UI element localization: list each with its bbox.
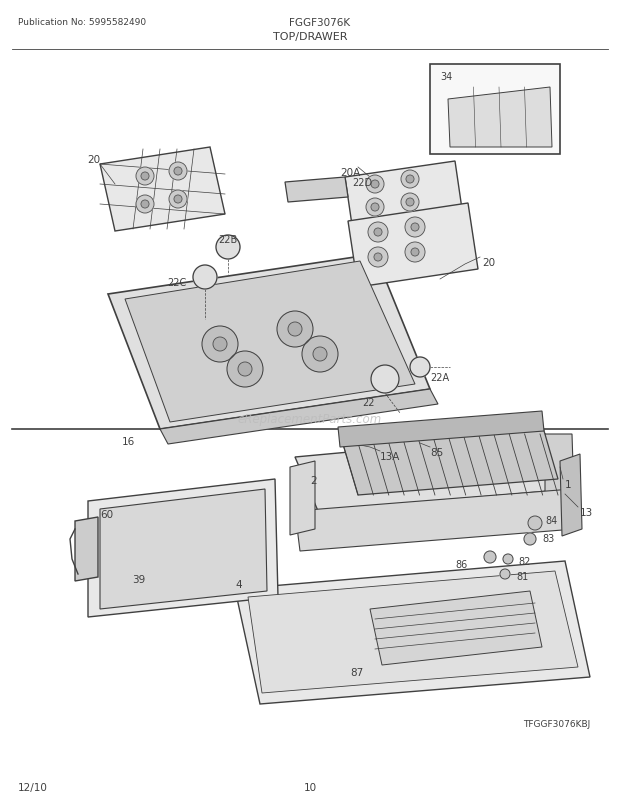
Polygon shape <box>448 88 552 148</box>
Circle shape <box>528 516 542 530</box>
Text: 22C: 22C <box>167 277 186 288</box>
Text: FGGF3076K: FGGF3076K <box>290 18 350 28</box>
Circle shape <box>174 196 182 204</box>
Polygon shape <box>560 455 582 537</box>
Circle shape <box>288 322 302 337</box>
Circle shape <box>227 351 263 387</box>
Polygon shape <box>160 390 438 444</box>
Polygon shape <box>340 418 558 496</box>
Circle shape <box>174 168 182 176</box>
Circle shape <box>277 312 313 347</box>
Circle shape <box>169 191 187 209</box>
Polygon shape <box>370 591 542 665</box>
Circle shape <box>371 204 379 212</box>
Circle shape <box>368 248 388 268</box>
Circle shape <box>401 171 419 188</box>
Text: 22D: 22D <box>352 178 372 188</box>
Circle shape <box>141 172 149 180</box>
Circle shape <box>302 337 338 373</box>
Circle shape <box>193 265 217 290</box>
Text: 13: 13 <box>580 508 593 517</box>
Circle shape <box>202 326 238 363</box>
Text: 22B: 22B <box>218 235 237 245</box>
Text: eReplacementParts.com: eReplacementParts.com <box>238 413 382 426</box>
Text: 86: 86 <box>455 559 467 569</box>
Text: 81: 81 <box>516 571 528 581</box>
Text: 82: 82 <box>518 557 530 566</box>
Circle shape <box>406 199 414 207</box>
Circle shape <box>374 229 382 237</box>
Circle shape <box>406 176 414 184</box>
Text: 34: 34 <box>440 72 452 82</box>
Text: 85: 85 <box>430 448 443 457</box>
Circle shape <box>401 194 419 212</box>
Text: 2: 2 <box>310 476 317 485</box>
Circle shape <box>503 554 513 565</box>
Circle shape <box>238 363 252 376</box>
Text: 39: 39 <box>132 574 145 585</box>
Polygon shape <box>345 162 462 225</box>
Circle shape <box>136 196 154 214</box>
Text: 1: 1 <box>565 480 572 489</box>
Circle shape <box>411 224 419 232</box>
Circle shape <box>371 366 399 394</box>
Polygon shape <box>108 255 430 429</box>
Polygon shape <box>430 65 560 155</box>
Polygon shape <box>295 435 572 512</box>
Polygon shape <box>285 178 348 203</box>
Text: Publication No: 5995582490: Publication No: 5995582490 <box>18 18 146 27</box>
Text: 22A: 22A <box>430 373 449 383</box>
Polygon shape <box>75 517 98 581</box>
Text: TFGGF3076KBJ: TFGGF3076KBJ <box>523 719 590 728</box>
Circle shape <box>216 236 240 260</box>
Polygon shape <box>100 489 267 610</box>
Text: 22: 22 <box>362 398 374 407</box>
Polygon shape <box>248 571 578 693</box>
Polygon shape <box>125 261 415 423</box>
Circle shape <box>484 551 496 563</box>
Circle shape <box>411 249 419 257</box>
Text: 83: 83 <box>542 533 554 543</box>
Text: 84: 84 <box>545 516 557 525</box>
Circle shape <box>313 347 327 362</box>
Text: 12/10: 12/10 <box>18 782 48 792</box>
Text: TOP/DRAWER: TOP/DRAWER <box>273 32 347 42</box>
Circle shape <box>136 168 154 186</box>
Text: 87: 87 <box>350 667 363 677</box>
Text: 20: 20 <box>482 257 495 268</box>
Polygon shape <box>348 204 478 288</box>
Circle shape <box>524 533 536 545</box>
Text: 16: 16 <box>122 436 135 447</box>
Polygon shape <box>295 489 575 551</box>
Circle shape <box>410 358 430 378</box>
Circle shape <box>213 338 227 351</box>
Text: 20A: 20A <box>340 168 360 178</box>
Polygon shape <box>235 561 590 704</box>
Polygon shape <box>338 411 544 448</box>
Circle shape <box>368 223 388 243</box>
Circle shape <box>405 217 425 237</box>
Circle shape <box>366 176 384 194</box>
Polygon shape <box>290 461 315 535</box>
Circle shape <box>141 200 149 209</box>
Circle shape <box>169 163 187 180</box>
Circle shape <box>405 243 425 263</box>
Text: 20: 20 <box>87 155 100 164</box>
Circle shape <box>366 199 384 217</box>
Text: 13A: 13A <box>380 452 401 461</box>
Circle shape <box>500 569 510 579</box>
Text: 60: 60 <box>100 509 113 520</box>
Text: 10: 10 <box>303 782 317 792</box>
Text: 4: 4 <box>235 579 242 589</box>
Polygon shape <box>545 435 575 529</box>
Polygon shape <box>88 480 278 618</box>
Polygon shape <box>100 148 225 232</box>
Circle shape <box>374 253 382 261</box>
Circle shape <box>371 180 379 188</box>
